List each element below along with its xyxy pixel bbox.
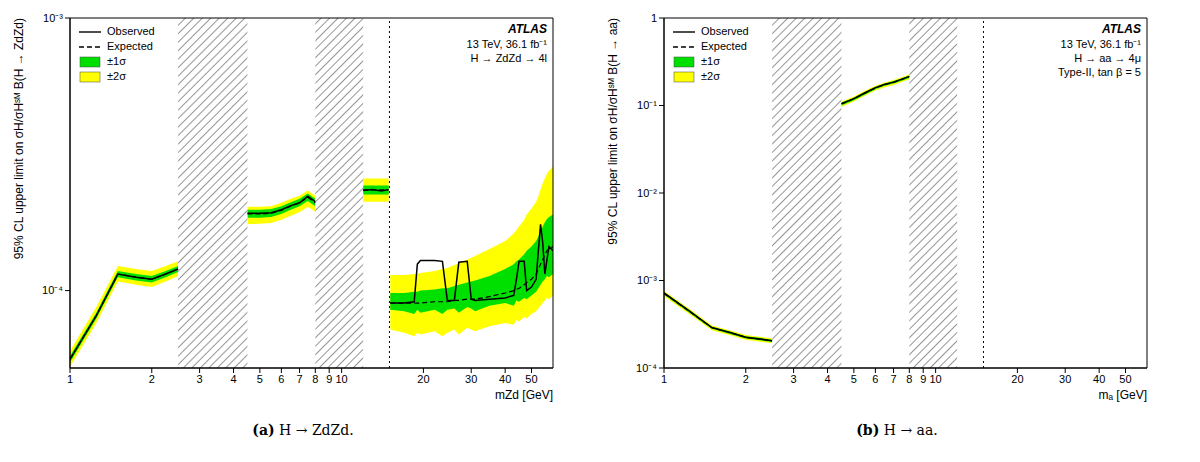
svg-text:1: 1 [661,373,667,385]
svg-text:10: 10 [336,373,348,385]
html-text:95% CL upper limit on σH/σHˢᴹ: 95% CL upper limit on σH/σHˢᴹ B(H → ZdZd… [12,18,26,260]
svg-text:10⁻¹: 10⁻¹ [637,99,657,111]
svg-text:50: 50 [1119,373,1131,385]
html-text:±1σ: ±1σ [701,55,720,67]
svg-text:6: 6 [278,373,284,385]
html-text:±2σ: ±2σ [107,70,126,82]
svg-text:3: 3 [197,373,203,385]
html-text:13 TeV, 36.1 fb⁻¹: 13 TeV, 36.1 fb⁻¹ [1060,38,1141,50]
html-text:Observed: Observed [701,25,749,37]
svg-text:40: 40 [499,373,511,385]
html-text:mₐ [GeV]: mₐ [GeV] [1098,388,1147,402]
svg-text:6: 6 [872,373,878,385]
svg-text:10⁻⁴: 10⁻⁴ [42,284,63,296]
html-text:H → aa → 4μ: H → aa → 4μ [1074,52,1141,64]
html-text:Expected: Expected [701,40,747,52]
svg-text:40: 40 [1093,373,1105,385]
html-text:95% CL upper limit on σH/σHˢᴹ: 95% CL upper limit on σH/σHˢᴹ B(H → aa) [606,18,620,245]
html-text:(a) H → ZdZd.: (a) H → ZdZd. [252,422,354,438]
svg-text:7: 7 [296,373,302,385]
svg-text:5: 5 [851,373,857,385]
svg-text:8: 8 [906,373,912,385]
html-text:ATLAS: ATLAS [1101,22,1141,36]
svg-text:30: 30 [1059,373,1071,385]
svg-text:10⁻³: 10⁻³ [637,274,657,286]
svg-text:7: 7 [890,373,896,385]
svg-text:8: 8 [312,373,318,385]
svg-text:30: 30 [465,373,477,385]
html-text:(b) H → aa.: (b) H → aa. [856,422,938,438]
svg-text:20: 20 [417,373,429,385]
svg-text:10: 10 [930,373,942,385]
svg-text:9: 9 [326,373,332,385]
html-text:H → ZdZd → 4l: H → ZdZd → 4l [470,52,547,64]
html-text:Type-II, tan β = 5: Type-II, tan β = 5 [1057,66,1141,78]
svg-text:10⁻²: 10⁻² [637,187,657,199]
html-text:mZd [GeV]: mZd [GeV] [495,388,553,402]
svg-text:50: 50 [525,373,537,385]
svg-text:9: 9 [920,373,926,385]
html-text:±1σ: ±1σ [107,55,126,67]
svg-text:10⁻³: 10⁻³ [43,12,63,24]
svg-text:20: 20 [1011,373,1023,385]
svg-text:1: 1 [67,373,73,385]
svg-text:2: 2 [743,373,749,385]
svg-text:4: 4 [824,373,830,385]
svg-text:1: 1 [651,12,657,24]
html-text:±2σ: ±2σ [701,70,720,82]
html-text:Observed: Observed [107,25,155,37]
svg-text:3: 3 [791,373,797,385]
svg-text:5: 5 [257,373,263,385]
svg-text:4: 4 [230,373,236,385]
html-text:ATLAS: ATLAS [507,22,547,36]
html-text:Expected: Expected [107,40,153,52]
html-text:13 TeV, 36.1 fb⁻¹: 13 TeV, 36.1 fb⁻¹ [466,38,547,50]
svg-text:2: 2 [149,373,155,385]
svg-text:10⁻⁴: 10⁻⁴ [636,362,657,374]
